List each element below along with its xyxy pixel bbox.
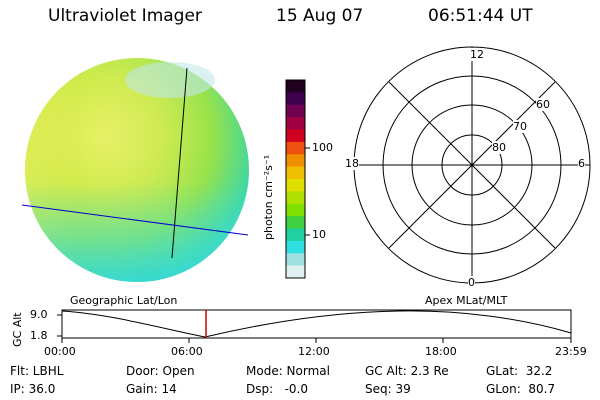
apex-caption: Apex MLat/MLT [425,294,508,307]
colorbar-band [286,80,305,93]
colorbar-tick-10: 10 [312,228,326,241]
mlt-label-0: 0 [468,276,475,289]
timeline-y-tick-high: 9.0 [30,308,48,321]
glat-info: GLat: 32.2 [486,364,553,378]
door-info: Door: Open [126,364,195,378]
gc-alt-info: GC Alt: 2.3 Re [365,364,449,378]
colorbar-band [286,240,305,254]
dsp-info: Dsp: -0.0 [246,382,309,396]
timeline-x-tick: 12:00 [298,345,330,358]
timeline-axis-title: GC Alt [11,312,24,347]
seq-info: Seq: 39 [365,382,411,396]
mlt-label-18: 18 [345,157,359,170]
mlt-label-6: 6 [578,157,585,170]
altitude-timeline [57,309,572,343]
ip-info: IP: 36.0 [10,382,56,396]
polar-grid [353,46,591,284]
geographic-caption: Geographic Lat/Lon [70,294,178,307]
colorbar-band [286,129,305,143]
colorbar-tick-100: 100 [312,141,333,154]
image-time: 06:51:44 UT [428,6,533,26]
image-date: 15 Aug 07 [276,6,364,26]
latitude-line [21,204,249,236]
colorbar-unit-label: photon cm⁻²s⁻¹ [262,154,275,240]
colorbar-band [286,265,305,279]
lat-label-70: 70 [513,120,527,133]
mode-info: Mode: Normal [246,364,330,378]
colorbar [286,80,305,279]
timeline-y-tick-low: 1.8 [30,329,48,342]
colorbar-band [286,228,305,242]
uv-earth-image [25,58,249,282]
colorbar-band [286,104,305,118]
colorbar-band [286,117,305,130]
colorbar-band [286,141,305,155]
colorbar-band [286,92,305,106]
timeline-x-tick: 00:00 [44,345,76,358]
timeline-x-tick: 23:59 [555,345,587,358]
colorbar-band [286,216,305,229]
colorbar-band [286,191,305,205]
colorbar-band [286,179,305,192]
lat-label-60: 60 [536,98,550,111]
mlt-label-12: 12 [470,48,484,61]
colorbar-band [286,154,305,168]
filter-info: Flt: LBHL [10,364,64,378]
colorbar-band [286,203,305,217]
glon-info: GLon: 80.7 [486,382,556,396]
longitude-line [171,67,188,259]
imager-title: Ultraviolet Imager [48,6,202,26]
timeline-x-tick: 18:00 [425,345,457,358]
lat-label-80: 80 [492,141,506,154]
colorbar-band [286,166,305,180]
timeline-x-tick: 06:00 [171,345,203,358]
gain-info: Gain: 14 [126,382,177,396]
colorbar-band [286,253,305,267]
